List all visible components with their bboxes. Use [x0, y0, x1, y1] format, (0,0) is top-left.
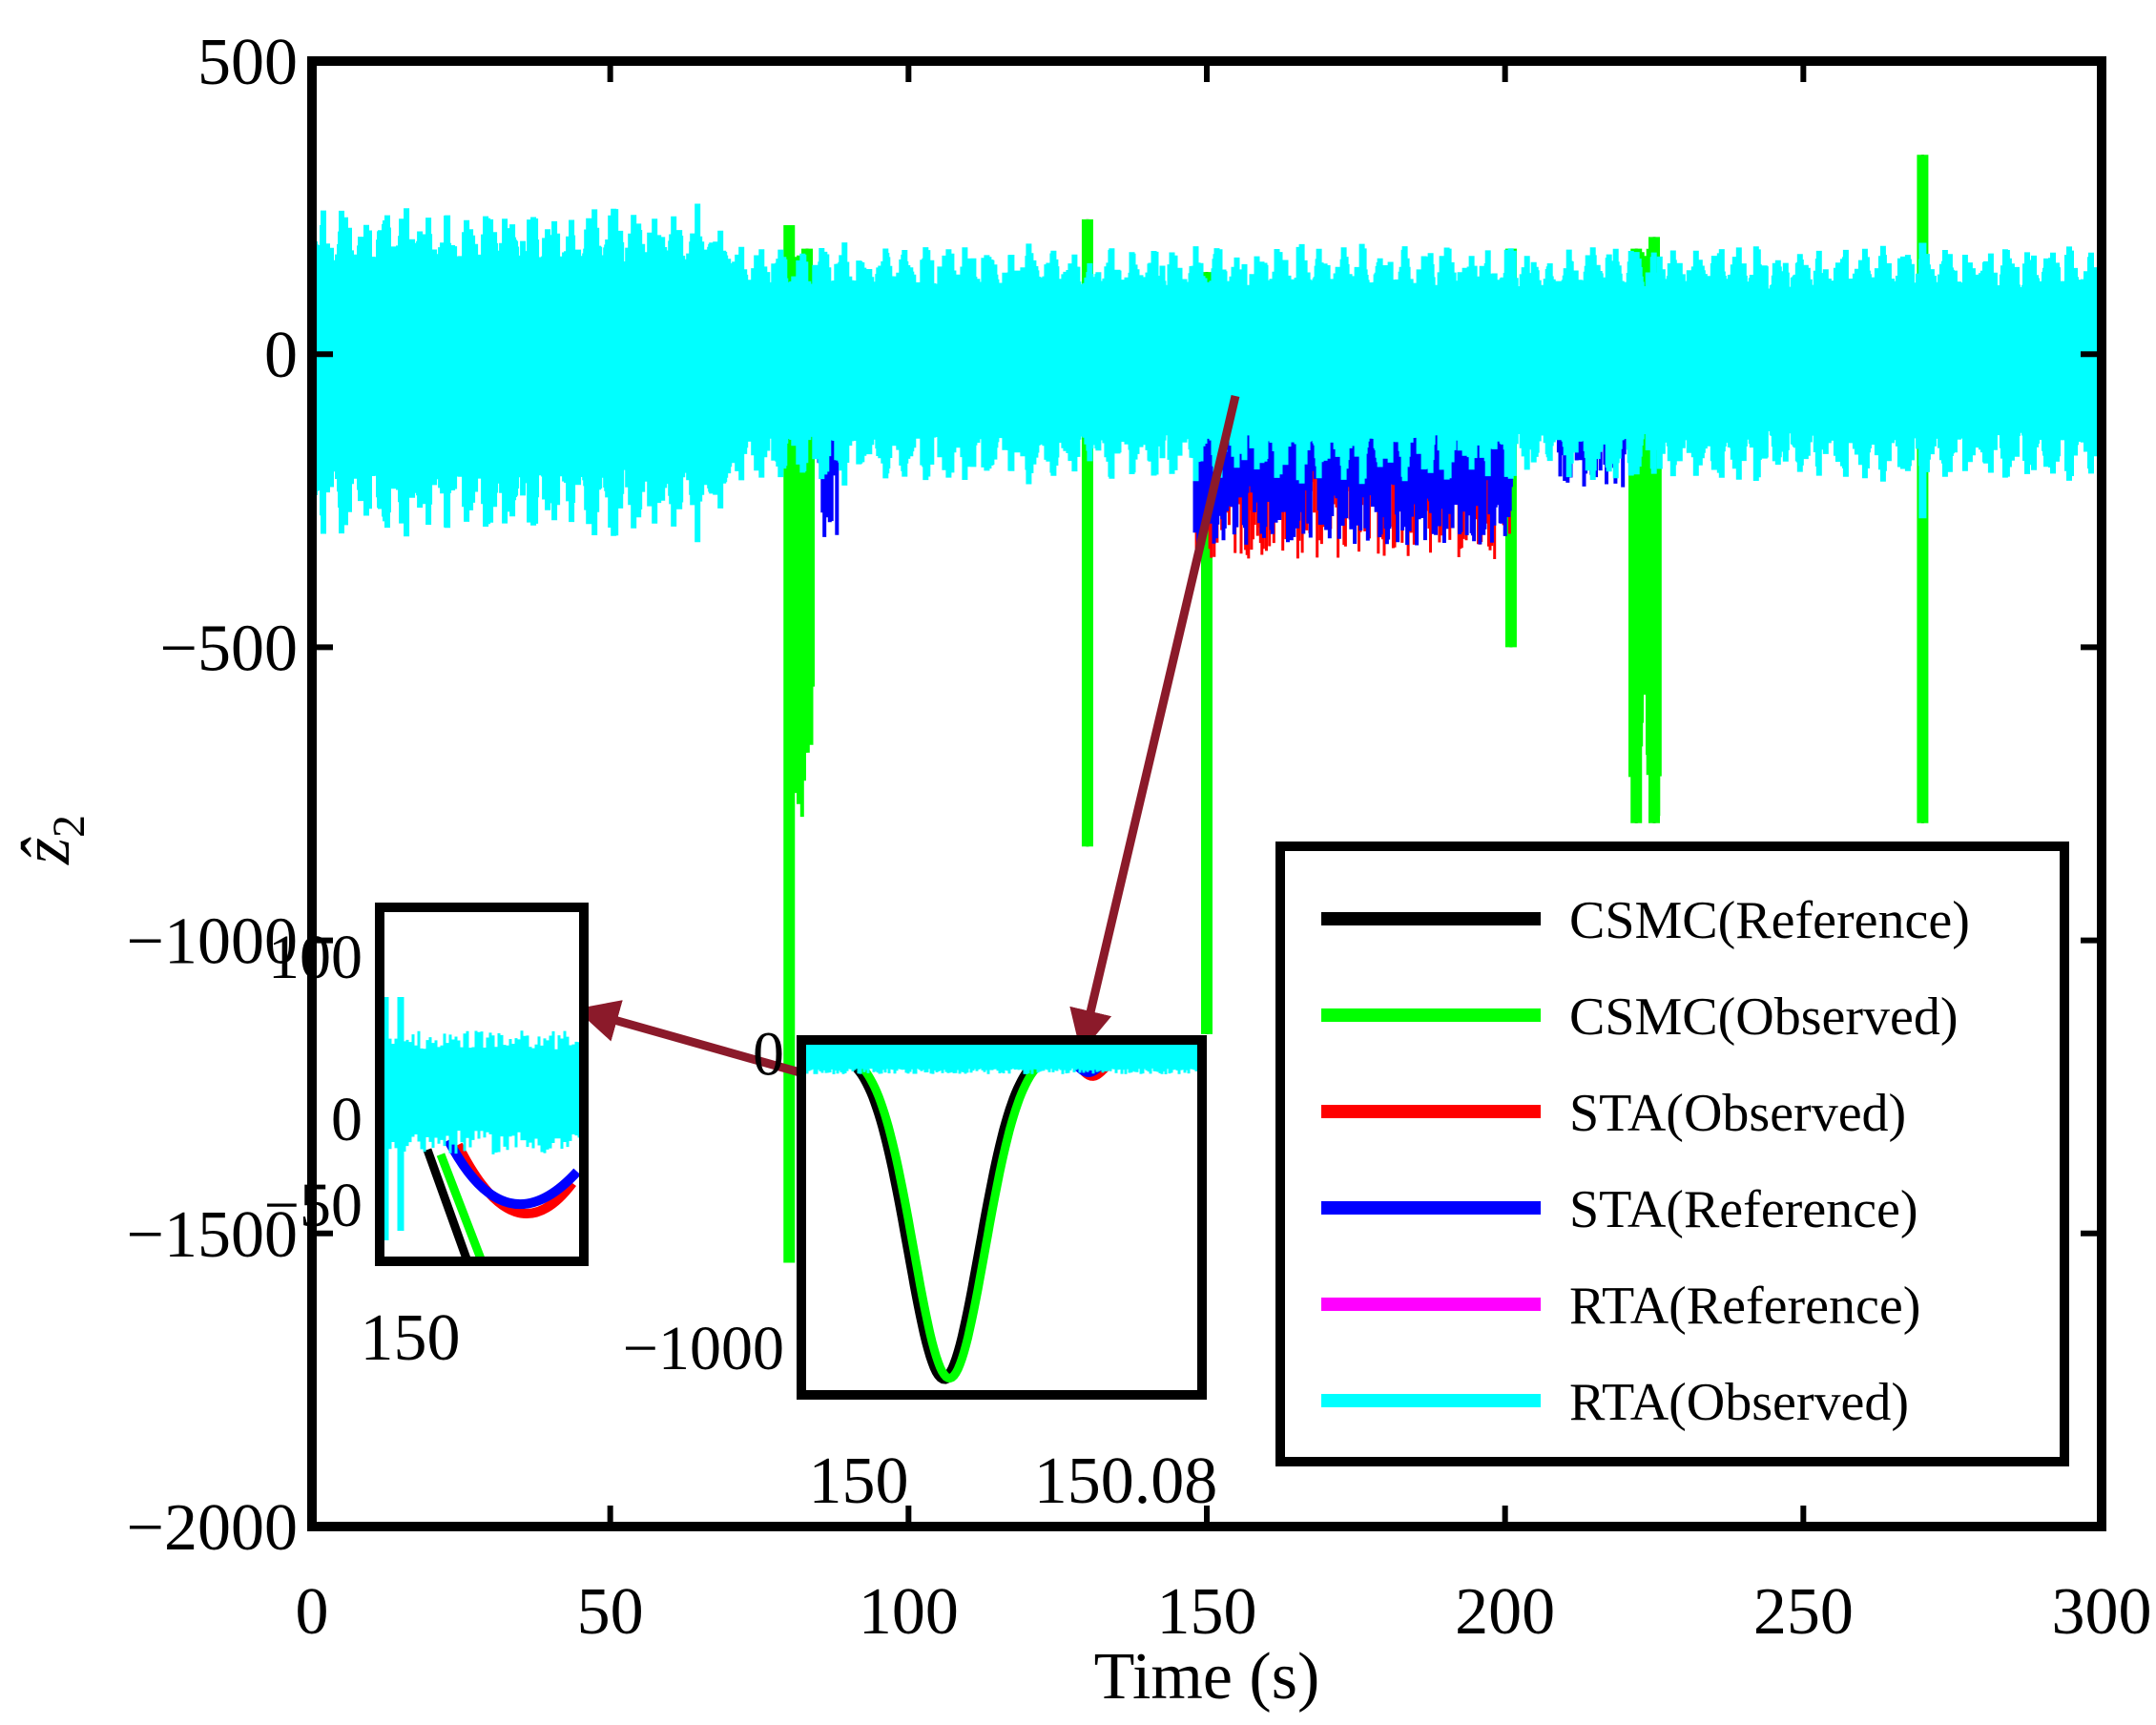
x-tick-label: 150 [1157, 1575, 1257, 1649]
y-tick-label: 500 [197, 26, 298, 99]
inset-left-sta-reference [444, 1137, 581, 1210]
inset-middle-y-tick-label: 0 [753, 1019, 784, 1089]
inset-left-x-tick-label: 150 [361, 1301, 461, 1375]
legend-label: CSMC(Reference) [1569, 891, 1970, 950]
x-tick-label: 250 [1753, 1575, 1854, 1649]
inset-middle-rta-observed [803, 1042, 1200, 1074]
y-tick-label: 0 [264, 319, 298, 392]
inset-middle: 0 −1000 150 150.08 [623, 1019, 1217, 1518]
x-axis-label: Time (s) [1094, 1640, 1320, 1714]
legend-box [1275, 842, 2069, 1466]
inset-middle-x-tick-label: 150 [809, 1444, 909, 1518]
zoom-arrow-main-to-inset [1069, 394, 1240, 1053]
inset-middle-frame [797, 1035, 1207, 1400]
y-tick-label: −2000 [127, 1491, 298, 1565]
x-tick-label: 100 [859, 1575, 959, 1649]
inset-left-y-tick-label: 100 [268, 923, 363, 992]
inset-left-ticks: 100 0 −50 150 [264, 923, 461, 1375]
y-tick-label: −1000 [127, 905, 298, 979]
x-axis-ticks: 0 50 100 150 200 250 300 [296, 61, 2152, 1649]
legend-label: CSMC(Observed) [1569, 987, 1959, 1047]
inset-left: 100 0 −50 150 [264, 903, 589, 1375]
y-axis-label: ẑ2 [8, 815, 94, 865]
legend-label: RTA(Observed) [1569, 1373, 1909, 1432]
legend: CSMC(Reference) CSMC(Observed) STA(Observe… [1275, 842, 2069, 1466]
inset-left-csmc-reference [423, 1148, 472, 1259]
svg-text:ẑ2: ẑ2 [8, 815, 94, 865]
inset-left-frame [375, 903, 589, 1266]
inset-left-y-tick-label: −50 [264, 1171, 363, 1240]
inset-middle-traces [803, 1042, 1200, 1384]
x-tick-label: 200 [1455, 1575, 1555, 1649]
y-axis-label-main: ẑ [8, 837, 84, 865]
main-plot-traces [310, 155, 2104, 1263]
inset-left-traces [382, 997, 582, 1259]
zoom-arrow-inset-to-inset [575, 1000, 805, 1078]
y-axis-label-sub: 2 [44, 815, 94, 838]
legend-label: STA(Observed) [1569, 1084, 1906, 1143]
inset-left-y-tick-label: 0 [331, 1085, 363, 1154]
inset-left-csmc-observed [436, 1153, 487, 1259]
inset-middle-y-tick-label: −1000 [623, 1314, 784, 1383]
y-tick-label: −1500 [127, 1198, 298, 1272]
x-tick-label: 50 [577, 1575, 644, 1649]
y-tick-label: −500 [160, 612, 298, 685]
legend-label: STA(Reference) [1569, 1180, 1918, 1239]
x-tick-label: 300 [2052, 1575, 2152, 1649]
inset-middle-ticks: 0 −1000 150 150.08 [623, 1019, 1217, 1518]
x-tick-label: 0 [296, 1575, 329, 1649]
legend-label: RTA(Reference) [1569, 1277, 1920, 1336]
inset-middle-x-tick-label: 150.08 [1034, 1444, 1218, 1518]
inset-left-rta-transient [382, 997, 404, 1240]
